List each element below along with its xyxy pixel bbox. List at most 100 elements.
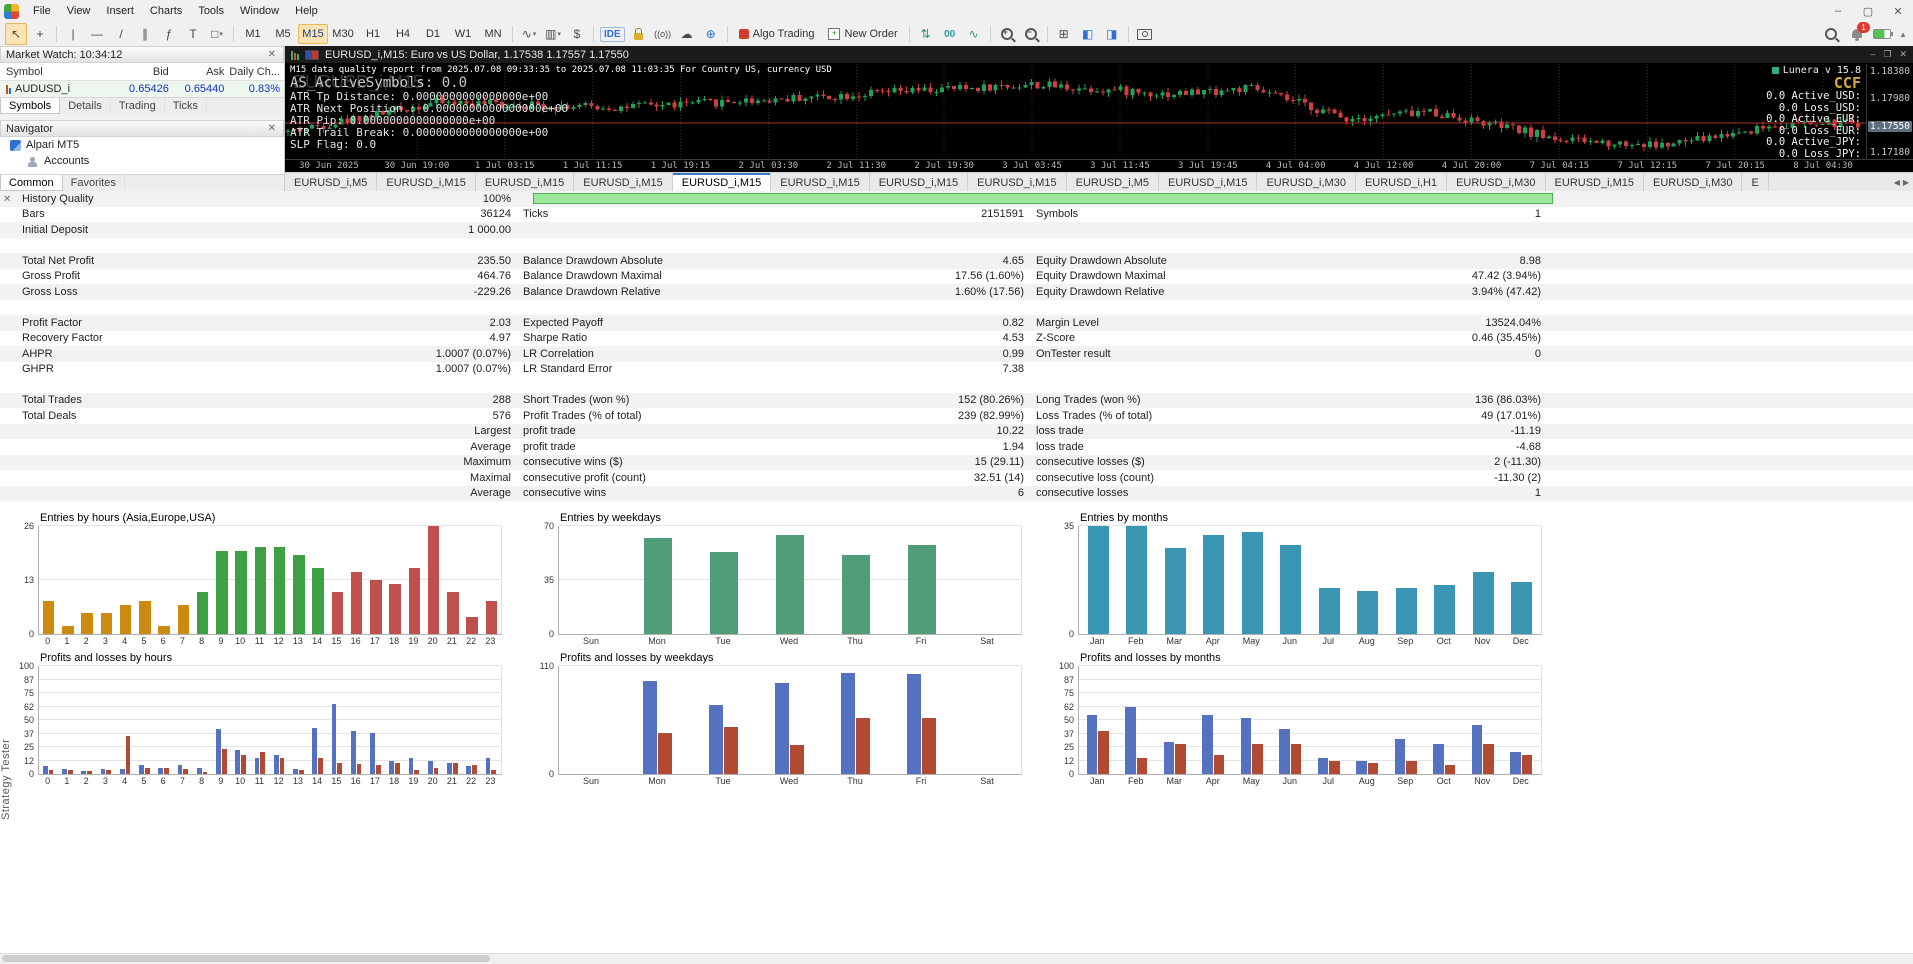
zoom-out-icon[interactable]: − <box>1020 23 1042 45</box>
depth-of-market-icon[interactable]: 00 <box>944 28 956 40</box>
navigator-item-accounts[interactable]: Accounts <box>0 153 284 169</box>
chart-tab[interactable]: EURUSD_i,M15 <box>968 173 1067 192</box>
tile-windows-right-icon[interactable]: ◨ <box>1105 27 1118 41</box>
chart-tab[interactable]: EURUSD_i,M15 <box>1546 173 1645 192</box>
price-scale[interactable]: 1.18380 1.17980 1.17550 1.17180 <box>1866 64 1913 159</box>
market-watch-row[interactable]: AUDUSD_i 0.65426 0.65440 0.83% <box>0 81 284 97</box>
chart-plot-area[interactable]: EURUSD_i,M15 M15 data quality report fro… <box>285 64 1913 159</box>
tick-chart-icon[interactable]: ∿ <box>968 27 979 41</box>
menu-item-view[interactable]: View <box>66 5 91 17</box>
strategy-tester-tab[interactable]: Strategy Tester <box>0 738 12 820</box>
chart-tab[interactable]: EURUSD_i,M15 <box>574 173 673 192</box>
price-label: 1.18380 <box>1869 66 1910 77</box>
lock-icon[interactable] <box>628 23 650 45</box>
search-icon[interactable] <box>1820 23 1842 45</box>
minimize-button[interactable]: – <box>1834 4 1842 17</box>
chart-tab[interactable]: EURUSD_i,M30 <box>1447 173 1546 192</box>
chart-tab[interactable]: EURUSD_i,M30 <box>1644 173 1743 192</box>
shapes-tool[interactable]: □ ▾ <box>211 27 223 41</box>
chart-restore-icon[interactable]: ❐ <box>1883 49 1892 59</box>
close-icon[interactable]: ✕ <box>267 49 276 60</box>
sort-icon[interactable]: ⇅ <box>920 27 931 41</box>
pointer-tool[interactable]: ↖ <box>5 23 27 45</box>
y-axis-label: 110 <box>539 661 554 671</box>
menu-item-help[interactable]: Help <box>295 5 318 17</box>
algo-trading-button[interactable]: Algo Trading <box>732 25 822 43</box>
close-button[interactable]: ✕ <box>1893 5 1903 18</box>
timeframe-w1[interactable]: W1 <box>454 28 472 40</box>
timeframe-m1[interactable]: M1 <box>245 28 261 40</box>
close-icon[interactable]: ✕ <box>267 123 276 134</box>
market-watch-tab-details[interactable]: Details <box>60 98 111 114</box>
text-tool[interactable]: T <box>189 27 197 41</box>
chart-tab[interactable]: EURUSD_i,M15 <box>771 173 870 192</box>
column-header[interactable]: Symbol <box>6 65 43 78</box>
chart-tab[interactable]: EURUSD_i,M15 <box>672 173 772 192</box>
chart-tab[interactable]: EURUSD_i,M5 <box>1067 173 1159 192</box>
timeframe-m30[interactable]: M30 <box>332 28 354 40</box>
chart-tab[interactable]: EURUSD_i,M15 <box>1159 173 1258 192</box>
trendline-tool[interactable]: / <box>119 27 123 41</box>
scrollbar-thumb[interactable] <box>2 955 490 962</box>
menu-item-tools[interactable]: Tools <box>198 5 224 17</box>
globe-icon[interactable]: ⊕ <box>705 27 716 41</box>
market-watch-tab-ticks[interactable]: Ticks <box>165 98 207 114</box>
chart-tab[interactable]: EURUSD_i,M15 <box>377 173 476 192</box>
channel-tool[interactable]: ∥ <box>142 27 148 41</box>
tab-scroll-left-icon[interactable]: ◀ <box>1893 178 1900 187</box>
screenshot-icon[interactable] <box>1134 23 1156 45</box>
timeframe-mn[interactable]: MN <box>484 28 502 40</box>
horizontal-line-tool[interactable]: — <box>91 27 103 41</box>
market-watch-tab-trading[interactable]: Trading <box>111 98 165 114</box>
maximize-button[interactable]: ▢ <box>1862 5 1874 18</box>
grid-icon[interactable]: ⊞ <box>1058 27 1069 41</box>
new-order-button[interactable]: + New Order <box>821 25 904 43</box>
tab-scroll-right-icon[interactable]: ▶ <box>1902 178 1909 187</box>
zoom-in-icon[interactable]: + <box>996 23 1018 45</box>
timeframe-m15[interactable]: M15 <box>298 24 328 44</box>
chart-tab[interactable]: EURUSD_i,M15 <box>476 173 575 192</box>
market-watch-tab-symbols[interactable]: Symbols <box>0 98 61 114</box>
menu-item-insert[interactable]: Insert <box>106 5 134 17</box>
app-logo-icon <box>4 3 19 19</box>
navigator-item-alpari-mt5[interactable]: Alpari MT5 <box>0 137 284 153</box>
crosshair-tool[interactable]: + <box>36 27 44 41</box>
column-header[interactable]: Daily Ch... <box>229 65 280 78</box>
currency-tool[interactable]: $ <box>573 27 581 41</box>
tile-windows-left-icon[interactable]: ◧ <box>1081 27 1094 41</box>
chart-close-icon[interactable]: ✕ <box>1899 49 1907 59</box>
vertical-line-tool[interactable]: | <box>71 27 75 41</box>
collapse-toolbar-icon[interactable]: ▲ <box>1899 29 1907 39</box>
chart-tab[interactable]: E <box>1742 173 1769 192</box>
horizontal-scrollbar[interactable] <box>0 953 1913 964</box>
column-header[interactable]: Ask <box>206 65 225 78</box>
chart-title-bar[interactable]: EURUSD_i,M15: Euro vs US Dollar, 1.17538… <box>285 46 1913 64</box>
chart-minimize-icon[interactable]: – <box>1870 49 1876 59</box>
close-icon[interactable]: ✕ <box>3 194 12 205</box>
cloud-icon[interactable]: ☁ <box>680 27 693 41</box>
chart-tab[interactable]: EURUSD_i,H1 <box>1356 173 1448 192</box>
x-axis-label: Jun <box>1282 636 1298 646</box>
time-axis[interactable]: 30 Jun 2025 30 Jun 19:00 1 Jul 03:15 1 Jul … <box>285 159 1913 173</box>
candle-chart-type[interactable]: ▥ ▾ <box>545 27 561 41</box>
chart-tab[interactable]: EURUSD_i,M30 <box>1257 173 1356 192</box>
timeframe-m5[interactable]: M5 <box>275 28 291 40</box>
menu-item-charts[interactable]: Charts <box>149 5 183 17</box>
report-label: loss trade <box>1036 440 1084 453</box>
notifications-button[interactable]: 1 <box>1851 22 1871 41</box>
menu-item-file[interactable]: File <box>33 5 51 17</box>
line-chart-type[interactable]: ∿ ▾ <box>521 27 537 41</box>
menu-item-window[interactable]: Window <box>240 5 280 17</box>
signal-icon[interactable]: ((o)) <box>654 29 672 39</box>
ide-button[interactable]: IDE <box>599 23 626 45</box>
timeframe-h4[interactable]: H4 <box>395 28 411 40</box>
navigator-tab-common[interactable]: Common <box>0 175 63 191</box>
timeframe-d1[interactable]: D1 <box>425 28 441 40</box>
fibonacci-tool[interactable]: ƒ <box>165 27 173 41</box>
bar <box>331 592 344 634</box>
timeframe-h1[interactable]: H1 <box>365 28 381 40</box>
chart-tab[interactable]: EURUSD_i,M15 <box>870 173 969 192</box>
navigator-tab-favorites[interactable]: Favorites <box>63 175 125 191</box>
column-header[interactable]: Bid <box>152 65 169 78</box>
chart-tab[interactable]: EURUSD_i,M5 <box>285 173 378 192</box>
